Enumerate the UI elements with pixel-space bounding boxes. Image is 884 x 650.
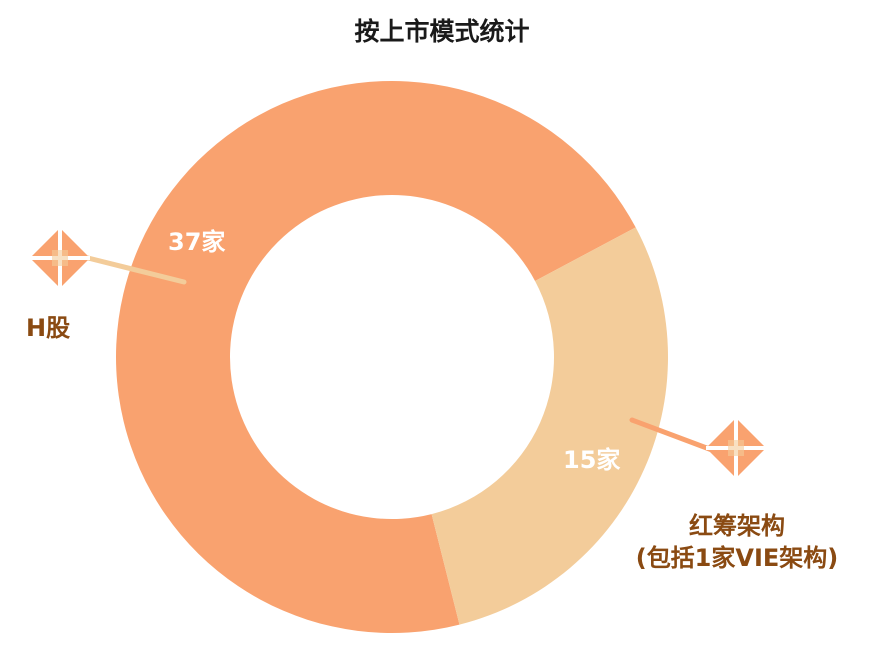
h-share-category-label: H股: [26, 314, 71, 342]
red-chip-marker-icon: [706, 418, 766, 478]
chart-title: 按上市模式统计: [354, 17, 530, 46]
red-chip-category-label: 红筹架构 (包括1家VIE架构): [612, 510, 862, 574]
leader-lines: [85, 255, 715, 453]
red-chip-slice: [431, 227, 668, 625]
h-share-value-label: 37家: [168, 228, 226, 256]
red-chip-label-line2: (包括1家VIE架构): [635, 544, 839, 572]
red-chip-label-line1: 红筹架构: [689, 512, 785, 540]
h-share-marker-icon: [30, 228, 90, 288]
legend-markers: [30, 228, 766, 478]
donut-slices: [116, 81, 668, 634]
h-share-slice: [116, 81, 636, 634]
red-chip-value-label: 15家: [563, 446, 621, 474]
red-chip-leader-line: [629, 417, 715, 453]
h-share-leader-line: [85, 255, 187, 285]
